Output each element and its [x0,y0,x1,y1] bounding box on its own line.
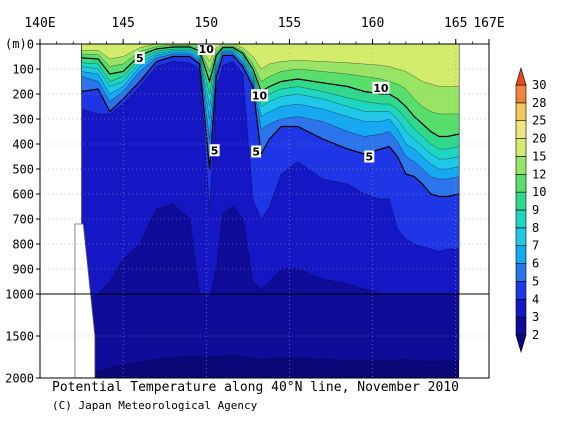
colorbar-tick-label: 25 [532,114,546,128]
isotherm-line-10 [81,46,460,138]
colorbar-tick-label: 20 [532,132,546,146]
y-tick-label: 200 [12,88,34,102]
x-tick-label: 145 [111,16,134,31]
contour-label: 10 [199,43,215,56]
colorbar: 2 3 4 5 6 7 8 9 10 12 15 20 25 28 30 [515,66,546,354]
copyright-credit: (C) Japan Meteorological Agency [52,399,258,412]
contour-label: 5 [365,151,373,164]
y-tick-label: 100 [12,63,34,77]
plot-frame [39,43,490,379]
colorbar-tick-label: 9 [532,203,539,217]
colorbar-band [515,84,527,104]
y-unit-label: (m) [5,37,27,51]
colorbar-tick-label: 6 [532,257,539,271]
colorbar-tick-label: 28 [532,96,546,110]
colorbar-band [515,173,527,193]
colorbar-band [515,227,527,247]
contour-label: 10 [252,89,268,102]
colorbar-tick-label: 7 [532,239,539,253]
contour-label-bg [364,150,375,163]
y-tick-label: 600 [12,188,34,202]
contour-label-bg [372,81,390,94]
x-tick-label: 160 [361,16,384,31]
contour-label-bg [209,144,220,157]
y-tick-label: 800 [12,238,34,252]
y-tick-label: 400 [12,138,34,152]
colorbar-tick-label: 30 [532,78,546,92]
colorbar-band [515,102,527,122]
colorbar-band [515,298,527,318]
contour-label-bg [197,43,215,55]
y-tick-label: 1500 [5,330,34,344]
contour-label-bg [251,145,262,158]
y-tick-label: 300 [12,113,34,127]
colorbar-tick-label: 5 [532,274,539,288]
x-tick-label: 150 [195,16,218,31]
y-tick-label: 2000 [5,372,34,386]
colorbar-tick-label: 4 [532,292,539,306]
colorbar-band [515,245,527,264]
colorbar-tick-label: 12 [532,167,546,181]
x-tick-label: 155 [278,16,301,31]
x-tick-label: 167E [473,16,504,31]
chart-title: Potential Temperature along 40°N line, N… [52,380,459,395]
colorbar-band [515,281,527,300]
x-tick-label: 140E [24,16,55,31]
colorbar-band [515,316,527,336]
coast-mask [74,223,96,378]
colorbar-tick-label: 8 [532,221,539,235]
colorbar-high-arrow [515,66,527,86]
colorbar-tick-label: 3 [532,310,539,324]
y-tick-label: 0 [27,38,34,52]
colorbar-band [515,191,527,211]
contour-label: 5 [211,144,219,157]
x-tick-label: 165 [444,16,467,31]
y-tick-label: 700 [12,213,34,227]
isotherm-line-5 [81,54,460,198]
contour-label-bg [134,51,145,64]
contour-label-bg [251,89,269,102]
colorbar-band [515,120,527,139]
colorbar-tick-label: 2 [532,328,539,342]
colorbar-tick-label: 15 [532,149,546,163]
contour-label: 5 [252,146,260,159]
y-tick-label: 500 [12,163,34,177]
contour-label: 10 [373,82,389,95]
colorbar-tick-label: 10 [532,185,546,199]
colorbar-low-arrow [515,334,527,354]
isotherm-band-15 [81,44,460,87]
y-tick-label: 900 [12,263,34,277]
colorbar-band [515,263,527,282]
y-tick-label: 1000 [5,288,34,302]
colorbar-band [515,156,527,175]
colorbar-band [515,138,527,157]
colorbar-band [515,209,527,229]
axes: 140E 145 150 155 160 165 167E 0 100 200 300 400 500 6… [5,16,505,386]
contour-label: 5 [136,52,144,65]
contour-labels: 10 5 10 10 5 5 5 [134,43,390,164]
